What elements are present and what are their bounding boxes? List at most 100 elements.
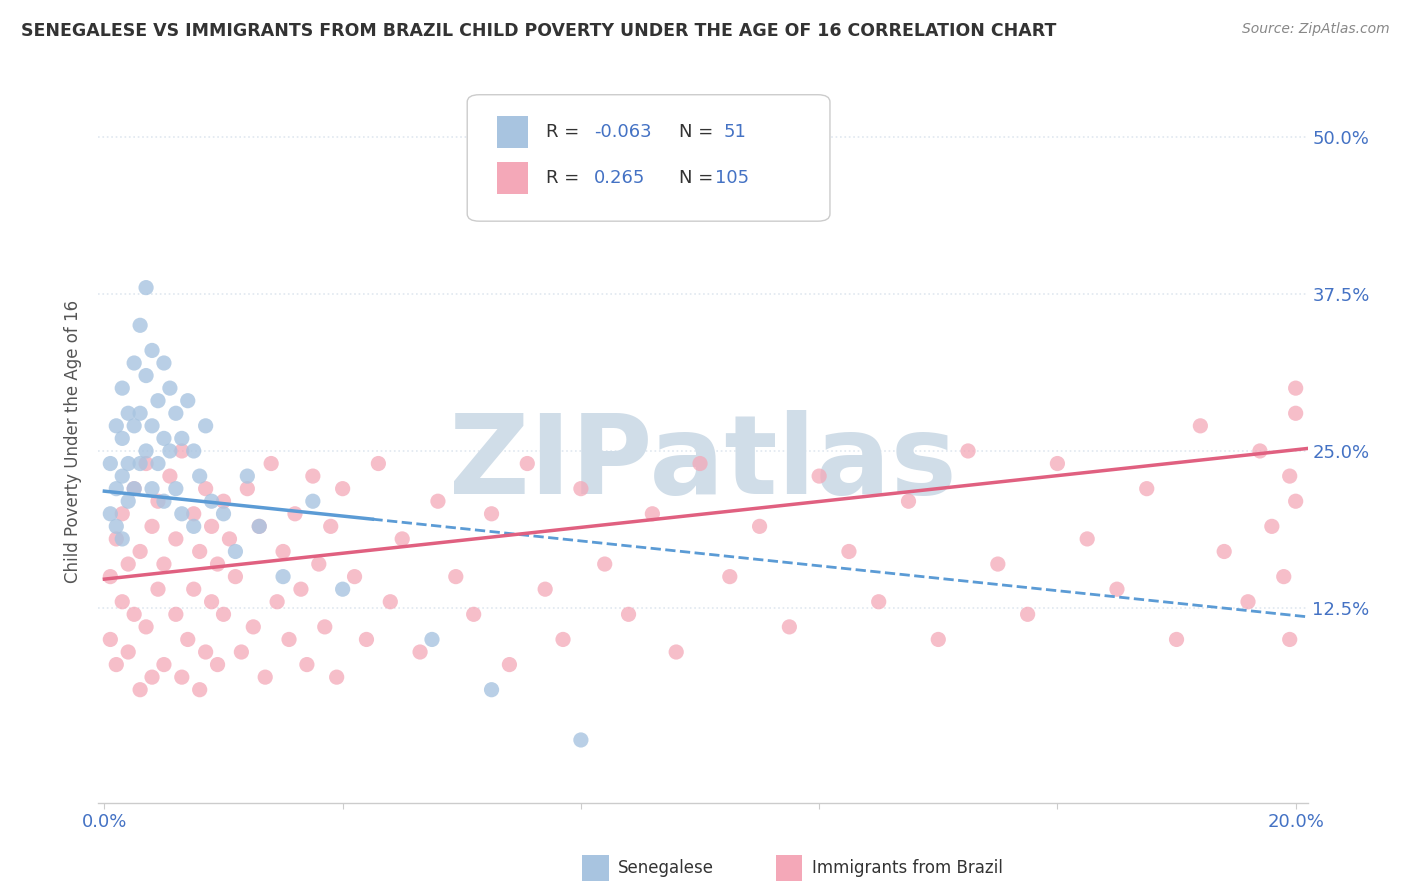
Point: [987, 557, 1010, 571]
Point: [212, 494, 235, 508]
Point: [665, 645, 688, 659]
Point: [129, 406, 152, 420]
Point: [236, 469, 259, 483]
Point: [146, 393, 169, 408]
Point: [325, 670, 347, 684]
Point: [111, 381, 134, 395]
Point: [200, 494, 222, 508]
Point: [146, 457, 169, 471]
Point: [838, 544, 860, 558]
Point: [1272, 569, 1295, 583]
Point: [444, 569, 467, 583]
Point: [224, 569, 246, 583]
Text: R =: R =: [546, 169, 585, 186]
Point: [927, 632, 949, 647]
Point: [1285, 381, 1308, 395]
Point: [1249, 444, 1271, 458]
Text: ZIPatlas: ZIPatlas: [449, 409, 957, 516]
Point: [748, 519, 770, 533]
Point: [409, 645, 432, 659]
Point: [897, 494, 920, 508]
Point: [129, 318, 152, 333]
Text: R =: R =: [546, 123, 585, 141]
Point: [1285, 406, 1308, 420]
Point: [122, 482, 145, 496]
Point: [551, 632, 574, 647]
Point: [111, 507, 134, 521]
Text: -0.063: -0.063: [595, 123, 652, 141]
Point: [98, 569, 121, 583]
Point: [271, 569, 294, 583]
Point: [122, 356, 145, 370]
Point: [212, 607, 235, 622]
Point: [194, 418, 217, 433]
Point: [122, 607, 145, 622]
Point: [122, 482, 145, 496]
Point: [266, 595, 288, 609]
Point: [1166, 632, 1188, 647]
Y-axis label: Child Poverty Under the Age of 16: Child Poverty Under the Age of 16: [65, 300, 83, 583]
Point: [117, 457, 139, 471]
Point: [314, 620, 336, 634]
Point: [117, 645, 139, 659]
Point: [207, 557, 229, 571]
Point: [391, 532, 413, 546]
Point: [194, 482, 217, 496]
Point: [295, 657, 318, 672]
Point: [98, 507, 121, 521]
Point: [165, 482, 187, 496]
Text: N =: N =: [679, 169, 718, 186]
Point: [188, 682, 211, 697]
Text: 0.265: 0.265: [595, 169, 645, 186]
Point: [117, 494, 139, 508]
Point: [170, 670, 193, 684]
Point: [593, 557, 616, 571]
Point: [778, 620, 800, 634]
Point: [218, 532, 240, 546]
Point: [516, 457, 538, 471]
Point: [183, 582, 205, 597]
Point: [1076, 532, 1098, 546]
Point: [183, 519, 205, 533]
Text: Senegalese: Senegalese: [619, 859, 714, 877]
Point: [135, 368, 157, 383]
Point: [308, 557, 330, 571]
Point: [224, 544, 246, 558]
Point: [105, 418, 128, 433]
Point: [302, 469, 325, 483]
FancyBboxPatch shape: [582, 855, 609, 880]
Text: Immigrants from Brazil: Immigrants from Brazil: [811, 859, 1002, 877]
Point: [165, 406, 187, 420]
Point: [159, 469, 181, 483]
Point: [105, 657, 128, 672]
Point: [146, 582, 169, 597]
Point: [153, 356, 176, 370]
Point: [105, 482, 128, 496]
Point: [1237, 595, 1260, 609]
Point: [200, 595, 222, 609]
Point: [135, 457, 157, 471]
Point: [188, 544, 211, 558]
Point: [957, 444, 980, 458]
Point: [135, 280, 157, 294]
Point: [247, 519, 270, 533]
Point: [254, 670, 277, 684]
Point: [153, 657, 176, 672]
Point: [212, 507, 235, 521]
Point: [1285, 494, 1308, 508]
Point: [481, 507, 503, 521]
Point: [367, 457, 389, 471]
Point: [111, 431, 134, 445]
Point: [153, 431, 176, 445]
Point: [271, 544, 294, 558]
Point: [641, 507, 664, 521]
Point: [141, 519, 163, 533]
Point: [534, 582, 557, 597]
Point: [183, 444, 205, 458]
Point: [231, 645, 253, 659]
Point: [105, 532, 128, 546]
Point: [141, 343, 163, 358]
Point: [1278, 469, 1301, 483]
Point: [129, 457, 152, 471]
Point: [332, 482, 354, 496]
